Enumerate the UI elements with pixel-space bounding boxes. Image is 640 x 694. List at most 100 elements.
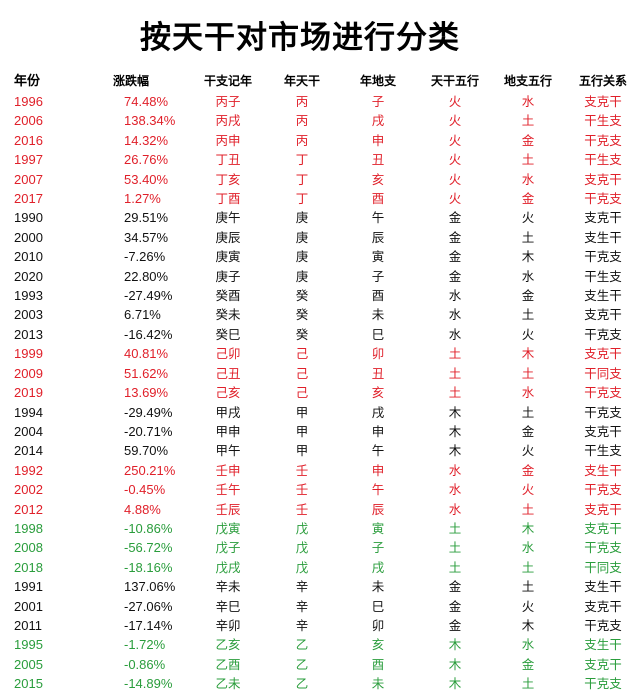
- year-cell: 1991: [14, 579, 43, 595]
- relation-cell: 干克支: [584, 249, 622, 265]
- ganzhi-cell: 丁酉: [215, 191, 241, 207]
- stem-element-cell: 火: [448, 94, 462, 109]
- branch-element-cell: 木: [521, 520, 535, 536]
- table-row: 1996 74.48% 丙子丙子火水支克干: [12, 92, 640, 111]
- relation-cell: 干克支: [584, 385, 622, 401]
- table-row: 2008 -56.72% 戊子戊子土水干克支: [12, 538, 640, 557]
- table-row: 2018 -18.16% 戊戌戊戌土土干同支: [12, 558, 640, 577]
- ganzhi-cell: 戊子: [215, 540, 241, 556]
- change-cell: -27.06%: [124, 598, 173, 614]
- ganzhi-cell: 庚寅: [215, 249, 241, 265]
- change-cell: 22.80%: [124, 268, 169, 284]
- change-cell: 6.71%: [124, 307, 161, 323]
- ganzhi-cell: 戊戌: [215, 559, 241, 575]
- year-cell: 2004: [14, 423, 43, 439]
- branch-element-cell: 水: [521, 385, 535, 401]
- branch-element-cell: 土: [521, 365, 535, 381]
- branch-cell: 未: [371, 579, 385, 595]
- stem-cell: 乙: [295, 656, 309, 672]
- branch-element-cell: 水: [521, 540, 535, 556]
- ganzhi-cell: 戊寅: [215, 520, 241, 536]
- table-row: 2007 53.40% 丁亥丁亥火水支克干: [12, 170, 640, 189]
- table-row: 1998 -10.86% 戊寅戊寅土木支克干: [12, 519, 640, 538]
- branch-element-cell: 木: [521, 249, 535, 265]
- branch-cell: 亥: [371, 171, 385, 187]
- table-row: 1995 -1.72% 乙亥乙亥木水支生干: [12, 635, 640, 654]
- stem-element-cell: 金: [448, 617, 462, 633]
- table-row: 2004 -20.71% 甲申甲申木金支克干: [12, 422, 640, 441]
- year-cell: 2019: [14, 385, 43, 401]
- relation-cell: 干生支: [584, 443, 622, 459]
- ganzhi-cell: 乙酉: [215, 656, 241, 672]
- year-cell: 2001: [14, 598, 43, 614]
- stem-element-cell: 水: [448, 326, 462, 342]
- relation-cell: 干同支: [584, 365, 622, 381]
- stem-element-cell: 水: [448, 501, 462, 517]
- stem-element-cell: 火: [448, 171, 462, 187]
- relation-cell: 干克支: [584, 404, 622, 420]
- table-row: 1997 26.76% 丁丑丁丑火土干生支: [12, 150, 640, 169]
- change-cell: 250.21%: [124, 462, 176, 478]
- change-cell: 1.27%: [124, 191, 161, 207]
- table-row: 2014 59.70% 甲午甲午木火干生支: [12, 441, 640, 460]
- stem-cell: 辛: [295, 598, 309, 614]
- change-cell: 13.69%: [124, 385, 169, 401]
- stem-element-cell: 土: [448, 385, 462, 401]
- ganzhi-cell: 甲午: [215, 443, 241, 459]
- branch-element-cell: 土: [521, 501, 535, 517]
- stem-cell: 辛: [295, 617, 309, 633]
- branch-element-cell: 金: [521, 462, 535, 478]
- table-row: 2019 13.69% 己亥己亥土水干克支: [12, 383, 640, 402]
- relation-cell: 支克干: [584, 520, 622, 536]
- table-row: 1999 40.81% 己卯己卯土木支克干: [12, 344, 640, 363]
- ganzhi-cell: 癸巳: [215, 326, 241, 342]
- relation-cell: 干克支: [584, 676, 622, 692]
- year-cell: 2011: [14, 617, 42, 633]
- branch-cell: 午: [371, 210, 385, 226]
- relation-cell: 支克干: [584, 501, 622, 517]
- stem-element-cell: 火: [448, 132, 462, 148]
- branch-cell: 午: [371, 482, 385, 498]
- relation-cell: 支生干: [584, 579, 622, 595]
- stem-element-cell: 土: [448, 520, 462, 536]
- year-cell: 1997: [14, 152, 43, 168]
- ganzhi-cell: 乙亥: [215, 637, 241, 653]
- branch-cell: 亥: [371, 385, 385, 401]
- table-row: 2013 -16.42% 癸巳癸巳水火干克支: [12, 325, 640, 344]
- year-cell: 2000: [14, 229, 43, 245]
- year-cell: 2017: [14, 191, 43, 207]
- change-cell: 53.40%: [124, 171, 169, 187]
- change-cell: -0.86%: [124, 656, 166, 672]
- year-cell: 2018: [14, 559, 43, 575]
- change-cell: -18.16%: [124, 559, 173, 575]
- branch-element-cell: 火: [521, 326, 535, 342]
- stem-element-cell: 木: [448, 423, 462, 439]
- branch-element-cell: 土: [521, 307, 535, 323]
- relation-cell: 支克干: [584, 307, 622, 323]
- ganzhi-cell: 辛卯: [215, 617, 241, 633]
- stem-cell: 丙: [295, 113, 309, 129]
- change-cell: 40.81%: [124, 346, 169, 362]
- table-row: 2003 6.71% 癸未癸未水土支克干: [12, 305, 640, 324]
- stem-element-cell: 金: [448, 210, 462, 226]
- branch-element-cell: 水: [521, 637, 535, 653]
- table-row: 1994 -29.49% 甲戌甲戌木土干克支: [12, 403, 640, 422]
- stem-cell: 庚: [295, 268, 309, 284]
- year-cell: 2016: [14, 132, 43, 148]
- relation-cell: 支生干: [584, 462, 622, 478]
- change-cell: 51.62%: [124, 365, 169, 381]
- table-row: 1991 137.06% 辛未辛未金土支生干: [12, 577, 640, 596]
- table-row: 2005 -0.86% 乙酉乙酉木金支克干: [12, 655, 640, 674]
- stem-cell: 己: [295, 385, 309, 401]
- ganzhi-cell: 癸酉: [215, 288, 241, 304]
- change-cell: -29.49%: [124, 404, 173, 420]
- stem-cell: 壬: [295, 482, 309, 498]
- ganzhi-cell: 辛未: [215, 579, 241, 595]
- year-cell: 1990: [14, 210, 43, 226]
- header-row: 年份 涨跌幅 干支记年 年天干 年地支 天干五行 地支五行 五行关系: [12, 70, 640, 92]
- relation-cell: 支生干: [584, 637, 622, 653]
- stem-element-cell: 土: [448, 559, 462, 575]
- stem-element-cell: 水: [448, 462, 462, 478]
- relation-cell: 干克支: [584, 617, 622, 633]
- relation-cell: 干生支: [584, 152, 622, 168]
